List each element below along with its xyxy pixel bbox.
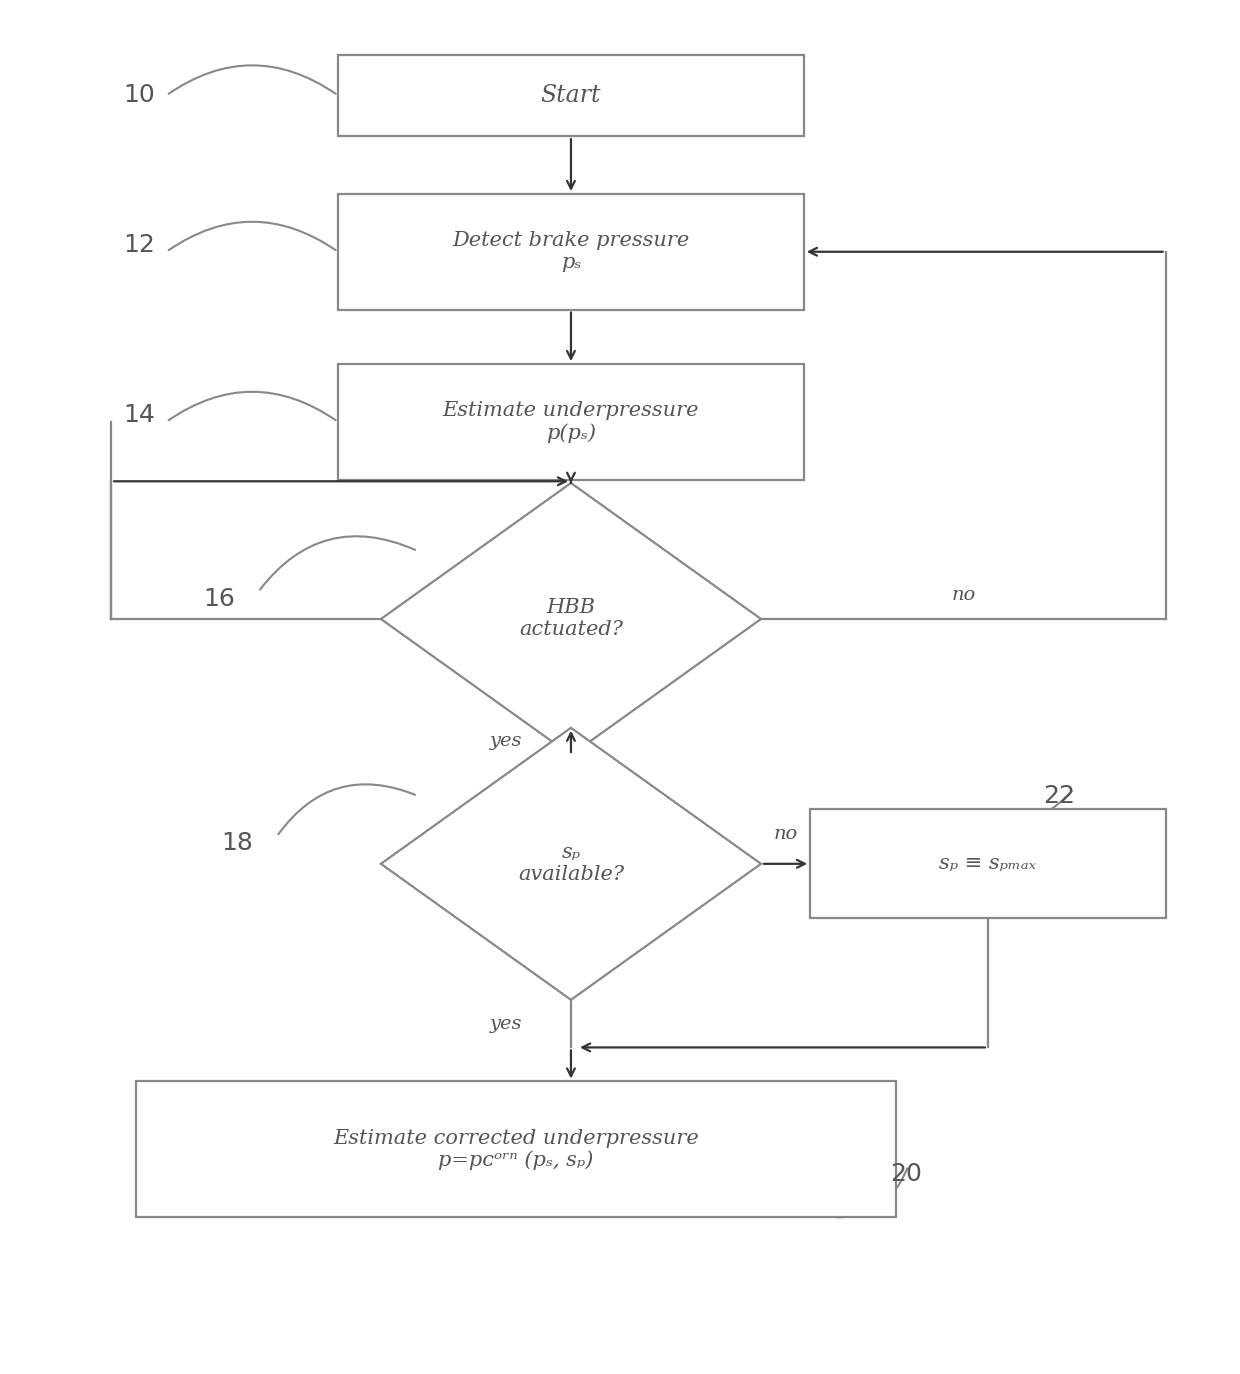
FancyBboxPatch shape: [339, 364, 804, 480]
FancyBboxPatch shape: [339, 194, 804, 309]
Text: 12: 12: [124, 234, 155, 257]
Text: Detect brake pressure
pₛ: Detect brake pressure pₛ: [453, 231, 689, 272]
Text: no: no: [951, 585, 976, 603]
FancyBboxPatch shape: [339, 55, 804, 136]
Text: Estimate underpressure
p(pₛ): Estimate underpressure p(pₛ): [443, 401, 699, 442]
Text: 22: 22: [1043, 783, 1075, 808]
Polygon shape: [381, 484, 761, 754]
Text: 16: 16: [203, 587, 236, 610]
Text: HBB
actuated?: HBB actuated?: [520, 599, 622, 639]
Text: 10: 10: [124, 84, 155, 107]
Text: yes: yes: [490, 1014, 522, 1033]
Text: sₚ ≡ sₚₘₐₓ: sₚ ≡ sₚₘₐₓ: [940, 855, 1037, 874]
FancyBboxPatch shape: [810, 809, 1166, 918]
Text: 20: 20: [890, 1162, 921, 1186]
Text: Estimate corrected underpressure
p=pᴄᵒʳⁿ (pₛ, sₚ): Estimate corrected underpressure p=pᴄᵒʳⁿ…: [332, 1128, 698, 1171]
Text: Start: Start: [541, 84, 601, 107]
Text: 14: 14: [124, 403, 155, 427]
Text: yes: yes: [490, 732, 522, 750]
Polygon shape: [381, 728, 761, 1000]
Text: no: no: [774, 824, 797, 842]
FancyBboxPatch shape: [135, 1081, 895, 1217]
Text: 18: 18: [222, 831, 253, 856]
Text: sₚ
available?: sₚ available?: [518, 844, 624, 885]
